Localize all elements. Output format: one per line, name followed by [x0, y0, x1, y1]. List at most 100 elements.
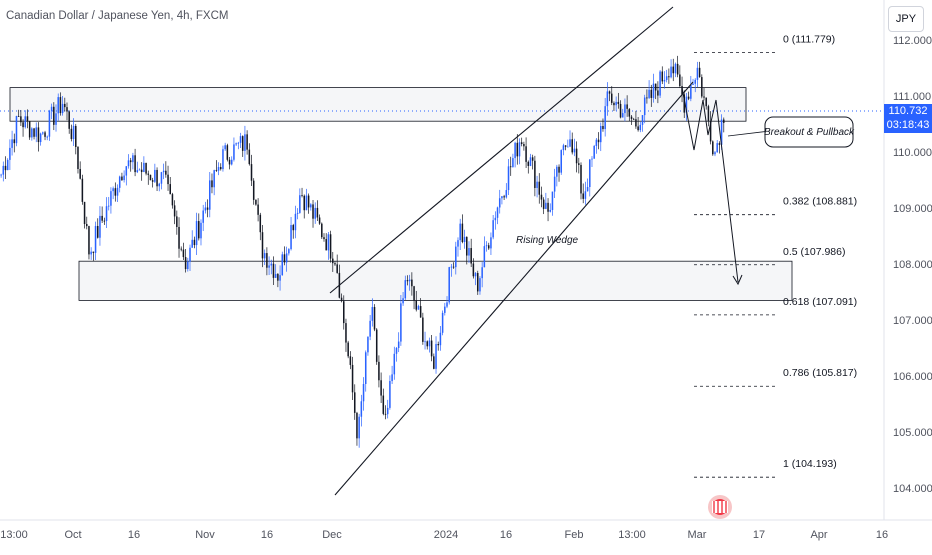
candle-body	[250, 164, 253, 181]
candle-body	[211, 180, 213, 188]
candle-body	[239, 136, 242, 143]
candle-body	[648, 89, 650, 98]
candle-body	[459, 223, 461, 241]
candle-body	[595, 139, 598, 146]
candle-body	[455, 246, 457, 268]
candle-body	[158, 183, 161, 187]
y-tick-label: 104.000	[893, 483, 932, 495]
candle-body	[498, 198, 501, 208]
candle-body	[11, 139, 13, 148]
candle-body	[446, 302, 448, 307]
candle-body	[428, 340, 431, 347]
candle-body	[2, 165, 5, 175]
candle-body	[676, 63, 679, 75]
candle-body	[507, 166, 510, 191]
candle-body	[160, 172, 163, 184]
candle-body	[485, 245, 488, 247]
candle-body	[646, 97, 648, 99]
candle-body	[476, 273, 479, 292]
x-tick-label: 13:00	[618, 529, 646, 541]
candle-body	[15, 116, 18, 144]
candle-body	[674, 63, 677, 74]
candle-body	[55, 113, 57, 125]
candle-body	[33, 128, 35, 137]
candle-body	[204, 207, 207, 211]
candle-body	[512, 158, 514, 168]
candle-body	[589, 159, 591, 188]
candle-body	[314, 207, 316, 219]
candle-body	[621, 113, 624, 118]
candle-body	[505, 190, 508, 198]
x-tick-label: 2024	[434, 529, 458, 541]
candle-body	[118, 176, 121, 188]
candle-body	[632, 118, 635, 120]
candle-body	[483, 246, 486, 268]
candle-body	[417, 306, 420, 310]
candle-body	[156, 169, 158, 187]
candle-body	[281, 254, 284, 276]
candle-body	[75, 125, 77, 147]
candle-body	[527, 161, 530, 166]
candle-body	[415, 300, 418, 310]
candle-body	[299, 195, 301, 213]
x-tick-label: Mar	[688, 529, 707, 541]
candle-body	[198, 221, 200, 239]
candle-body	[101, 215, 103, 221]
candle-body	[219, 167, 222, 170]
candle-body	[200, 222, 202, 239]
candle-body	[92, 251, 95, 253]
projection-arrow-head	[732, 274, 743, 286]
candle-body	[474, 273, 477, 277]
candle-body	[312, 204, 314, 219]
candle-body	[241, 136, 244, 151]
x-tick-label: 17	[753, 529, 765, 541]
candle-body	[705, 97, 707, 107]
current-price-label: 110.732	[884, 104, 932, 119]
candle-body	[400, 303, 402, 342]
candle-body	[624, 104, 626, 114]
candle-body	[534, 160, 536, 188]
candle-body	[228, 159, 231, 165]
candle-body	[571, 139, 573, 153]
candle-body	[441, 312, 444, 333]
candle-body	[90, 251, 92, 255]
candle-body	[591, 158, 593, 160]
candle-body	[668, 76, 670, 78]
y-tick-label: 109.000	[893, 203, 932, 215]
candle-body	[259, 214, 262, 233]
candle-body	[356, 412, 358, 439]
candle-body	[162, 170, 165, 173]
wedge-label: Rising Wedge	[516, 235, 579, 246]
candle-body	[718, 143, 721, 145]
tradingview-replay-icon[interactable]	[708, 495, 732, 519]
candle-body	[143, 162, 145, 173]
candle-body	[215, 170, 218, 171]
candle-body	[99, 215, 101, 238]
candle-body	[105, 206, 108, 222]
candle-body	[490, 237, 492, 249]
candle-body	[332, 258, 334, 264]
candle-body	[362, 383, 365, 402]
candle-body	[110, 191, 112, 206]
candle-body	[679, 74, 681, 87]
candle-body	[496, 207, 499, 218]
candle-body	[230, 159, 233, 165]
candle-body	[586, 187, 589, 192]
candle-body	[389, 381, 391, 408]
candle-body	[402, 298, 404, 304]
candle-body	[277, 274, 279, 281]
candle-body	[347, 342, 349, 357]
candle-body	[452, 266, 455, 268]
candle-body	[481, 267, 483, 279]
candle-body	[257, 204, 259, 215]
candle-body	[540, 194, 543, 200]
candle-body	[659, 71, 661, 96]
candle-body	[558, 166, 560, 173]
candle-body	[31, 128, 33, 138]
candle-body	[50, 106, 53, 111]
candle-body	[516, 142, 519, 157]
y-tick-label: 106.000	[893, 371, 932, 383]
currency-button[interactable]: JPY	[888, 6, 924, 32]
